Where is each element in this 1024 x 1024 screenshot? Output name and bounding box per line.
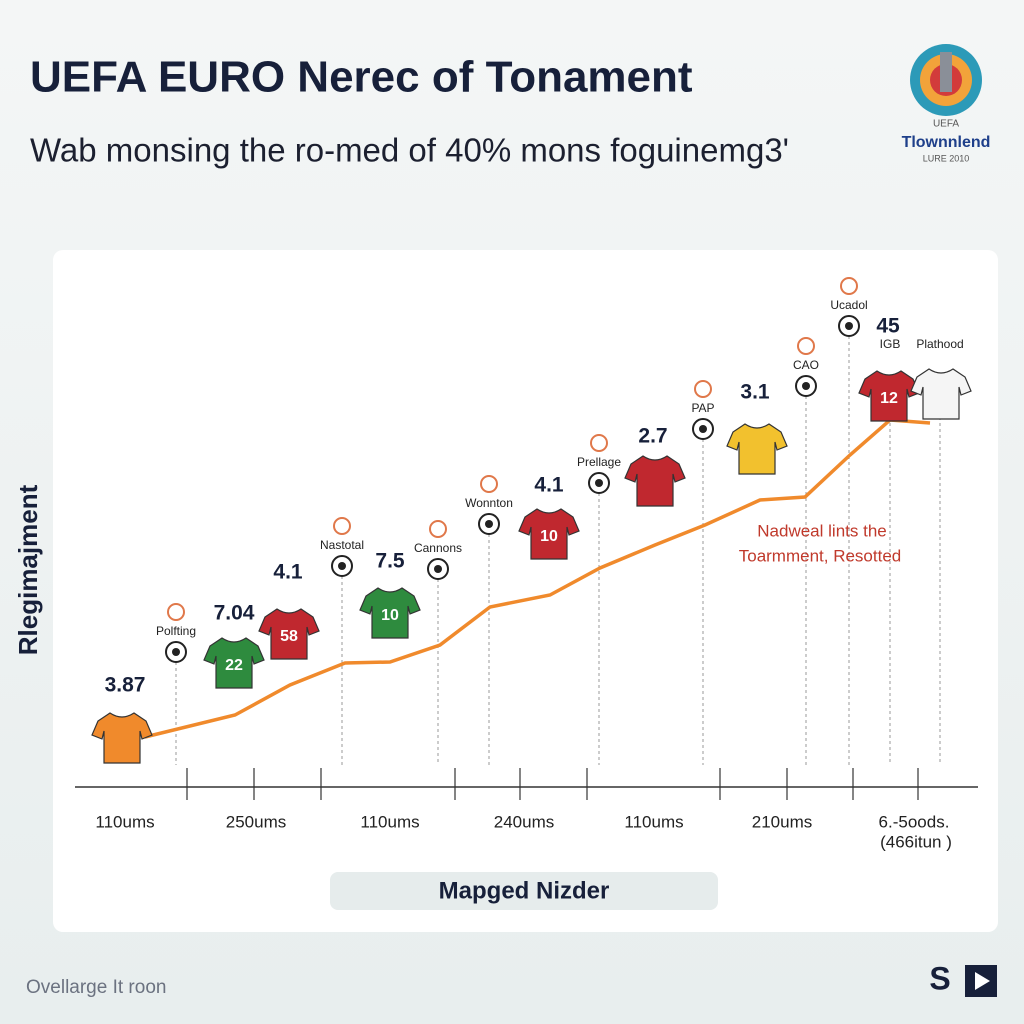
ball-patch xyxy=(485,520,493,528)
ball-patch xyxy=(699,425,707,433)
jersey xyxy=(624,455,686,507)
ball-patch xyxy=(338,562,346,570)
badge-icon xyxy=(797,337,815,355)
badge-label: Wonnton xyxy=(465,496,513,510)
x-axis-label: Mapged Nizder xyxy=(439,877,610,904)
x-tick-label: 110ums xyxy=(624,812,683,831)
brand-play xyxy=(975,972,990,990)
footer-caption: Ovellarge It roon xyxy=(26,977,166,998)
value-label: 2.7 xyxy=(638,425,667,448)
jersey-number: 12 xyxy=(880,390,898,407)
value-label: 3.87 xyxy=(105,674,146,697)
chart-card xyxy=(53,250,998,932)
badge-label: CAO xyxy=(793,358,819,372)
jersey xyxy=(518,508,580,560)
badge-label: Plathood xyxy=(916,337,963,351)
x-tick-label: 110ums xyxy=(360,812,419,831)
value-label: 7.04 xyxy=(214,602,255,625)
jersey xyxy=(359,587,421,639)
jersey xyxy=(91,712,153,764)
annotation: Nadweal lints the xyxy=(757,521,886,540)
x-tick-label: 110ums xyxy=(95,812,154,831)
jersey xyxy=(726,423,788,475)
logo-top: UEFA xyxy=(933,119,959,130)
ball-patch xyxy=(845,322,853,330)
badge-icon xyxy=(840,277,858,295)
logo-trophy xyxy=(940,52,952,92)
y-axis-label: Rlegimajment xyxy=(13,484,43,655)
badge-icon xyxy=(429,520,447,538)
ball-patch xyxy=(434,565,442,573)
trend-line xyxy=(144,418,931,739)
x-tick-label: (466itun ) xyxy=(880,832,952,851)
logo-sub: LURE 2010 xyxy=(923,153,970,163)
badge-label: Prellage xyxy=(577,455,621,469)
x-tick-label: 210ums xyxy=(752,812,812,831)
value-label: 4.1 xyxy=(273,561,303,584)
badge-icon xyxy=(590,434,608,452)
badge-label: Cannons xyxy=(414,541,462,555)
title: UEFA EURO Nerec of Tonament xyxy=(30,53,693,102)
subtitle: Wab monsing the ro-med of 40% mons fogui… xyxy=(30,132,789,169)
x-tick-label: 240ums xyxy=(494,812,554,831)
brand: S xyxy=(929,960,950,996)
value-label: 45 xyxy=(876,315,900,338)
badge-label: IGB xyxy=(880,337,901,351)
x-label-box xyxy=(330,872,718,910)
badge-icon xyxy=(333,517,351,535)
badge-label: Ucadol xyxy=(830,298,867,312)
badge-label: PAP xyxy=(691,401,714,415)
jersey-number: 10 xyxy=(381,607,399,624)
badge-label: Nastotal xyxy=(320,538,364,552)
badge-icon xyxy=(694,380,712,398)
logo-name: Tlownnlend xyxy=(902,134,991,151)
plot: 110ums 250ums 110ums 240ums 110ums 210ums 6.-5… xyxy=(91,277,972,851)
badge-icon xyxy=(167,603,185,621)
jersey-number: 22 xyxy=(225,657,243,674)
badge-icon xyxy=(480,475,498,493)
jersey xyxy=(910,368,972,420)
value-label: 3.1 xyxy=(740,381,770,404)
ball-patch xyxy=(172,648,180,656)
value-label: 4.1 xyxy=(534,474,564,497)
jersey xyxy=(203,637,265,689)
logo: UEFA Tlownnlend LURE 2010 xyxy=(902,44,991,163)
jersey-number: 58 xyxy=(280,628,298,645)
x-tick-label: 6.-5oods. xyxy=(879,812,950,831)
x-tick-label: 250ums xyxy=(226,812,286,831)
jersey xyxy=(858,370,920,422)
badge-label: Polfting xyxy=(156,624,196,638)
annotation: Toarmment, Resotted xyxy=(739,546,902,565)
value-label: 7.5 xyxy=(375,550,405,573)
ball-patch xyxy=(595,479,603,487)
jersey xyxy=(258,608,320,660)
ball-patch xyxy=(802,382,810,390)
jersey-number: 10 xyxy=(540,528,558,545)
